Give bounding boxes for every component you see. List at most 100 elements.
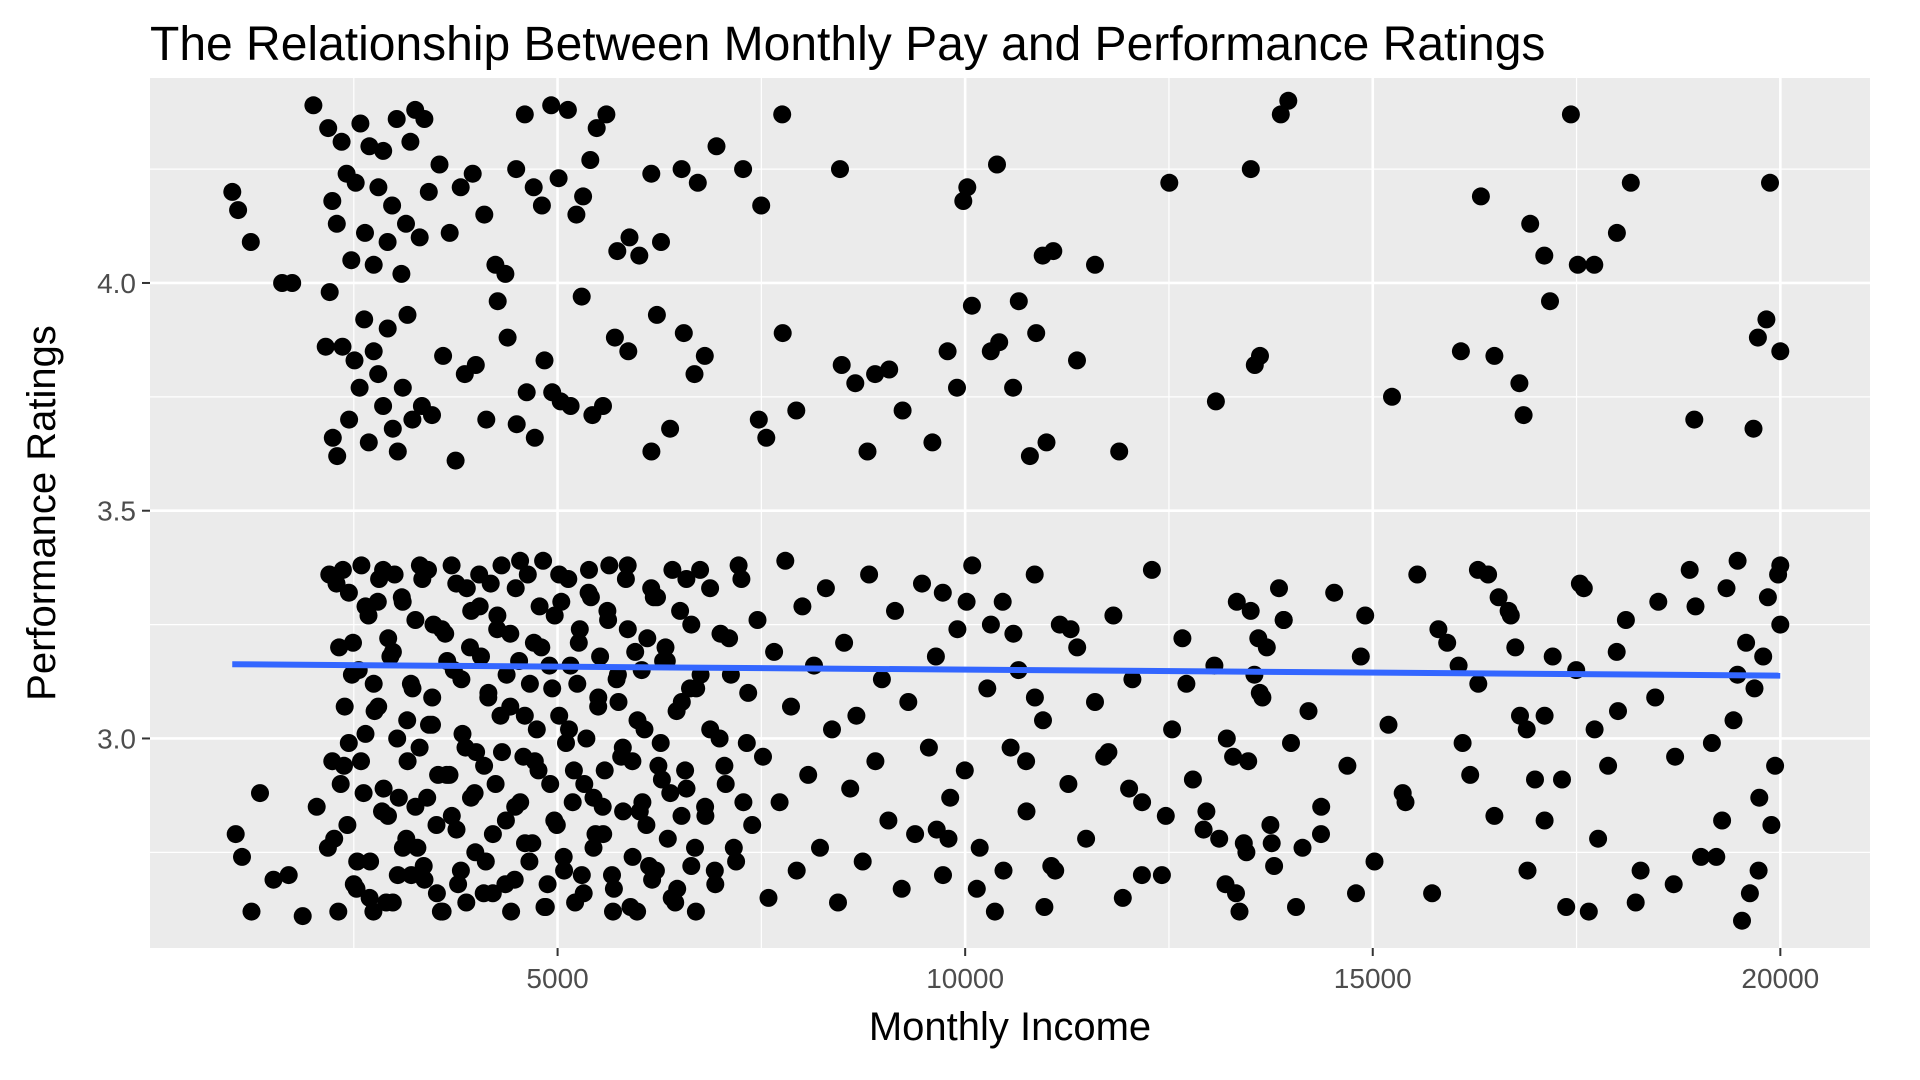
data-point: [1299, 702, 1318, 721]
data-point: [360, 888, 379, 907]
data-point: [1453, 734, 1472, 752]
data-point: [379, 629, 398, 648]
data-point: [1262, 834, 1281, 853]
data-point: [356, 223, 374, 242]
data-point: [618, 620, 637, 639]
data-point: [564, 761, 583, 780]
data-point: [1142, 560, 1161, 579]
data-point: [637, 816, 656, 834]
data-point: [628, 711, 647, 730]
data-point: [941, 788, 960, 807]
data-point: [550, 565, 569, 584]
data-point: [923, 433, 942, 452]
data-point: [811, 838, 829, 857]
data-point: [532, 196, 551, 215]
data-point: [520, 852, 539, 871]
data-point: [1733, 911, 1751, 930]
data-point: [339, 734, 358, 752]
data-point: [579, 583, 598, 602]
data-point: [374, 141, 393, 160]
data-point: [1553, 770, 1571, 789]
data-point: [527, 720, 546, 739]
data-point: [782, 697, 800, 716]
data-point: [1707, 847, 1726, 866]
data-point: [988, 155, 1006, 174]
data-point: [696, 806, 715, 825]
data-point: [880, 360, 899, 379]
data-point: [1279, 91, 1298, 110]
data-point: [1451, 342, 1470, 361]
data-point: [488, 292, 507, 311]
data-point: [408, 838, 427, 857]
data-point: [1541, 292, 1559, 311]
data-point: [398, 305, 417, 324]
data-point: [433, 902, 452, 921]
data-point: [1517, 720, 1536, 739]
data-point: [501, 624, 520, 643]
data-point: [572, 287, 591, 306]
data-point: [1766, 756, 1785, 775]
data-point: [1568, 255, 1587, 274]
data-point: [568, 674, 587, 693]
data-point: [614, 802, 633, 821]
data-point: [369, 365, 388, 384]
data-point: [229, 201, 248, 220]
data-point: [447, 820, 466, 839]
data-point: [1664, 875, 1683, 894]
data-point: [1557, 898, 1576, 916]
data-point: [1535, 246, 1554, 265]
data-point: [686, 902, 705, 921]
data-point: [1025, 688, 1044, 707]
data-point: [457, 893, 476, 912]
data-point: [406, 611, 425, 629]
data-point: [488, 606, 507, 625]
data-point: [1561, 105, 1580, 124]
data-point: [1585, 720, 1604, 739]
data-point: [463, 164, 482, 183]
data-point: [1438, 633, 1457, 652]
data-point: [1543, 647, 1562, 666]
data-point: [403, 410, 422, 429]
data-point: [787, 401, 806, 420]
data-point: [447, 574, 466, 593]
data-point: [359, 606, 378, 625]
data-point: [1253, 688, 1272, 707]
data-point: [663, 560, 682, 579]
data-point: [958, 178, 977, 197]
y-tick-label: 3.0: [97, 723, 136, 754]
data-point: [534, 551, 553, 570]
data-point: [1621, 173, 1640, 192]
data-point: [1740, 884, 1759, 903]
data-point: [1383, 387, 1401, 406]
data-point: [1261, 816, 1280, 834]
data-point: [1325, 583, 1344, 602]
data-point: [1270, 579, 1288, 598]
data-point: [743, 816, 762, 834]
data-point: [451, 178, 470, 197]
data-point: [333, 337, 352, 356]
data-point: [476, 852, 495, 871]
x-axis-title: Monthly Income: [869, 1005, 1151, 1049]
data-point: [506, 579, 525, 598]
data-point: [333, 560, 352, 579]
data-point: [1744, 419, 1763, 438]
data-point: [414, 857, 433, 875]
data-point: [437, 765, 456, 784]
data-point: [1156, 806, 1175, 825]
data-point: [378, 319, 397, 338]
data-point: [993, 592, 1012, 611]
data-point: [383, 642, 402, 661]
data-point: [609, 693, 628, 711]
data-point: [1239, 752, 1258, 771]
data-point: [563, 793, 582, 812]
data-point: [418, 788, 437, 807]
data-point: [860, 565, 879, 584]
data-point: [687, 679, 706, 698]
data-point: [1282, 734, 1300, 752]
data-point: [994, 861, 1013, 880]
data-point: [449, 875, 468, 894]
data-point: [388, 442, 407, 461]
data-point: [1077, 829, 1096, 848]
data-point: [626, 642, 645, 661]
data-point: [1177, 674, 1196, 693]
